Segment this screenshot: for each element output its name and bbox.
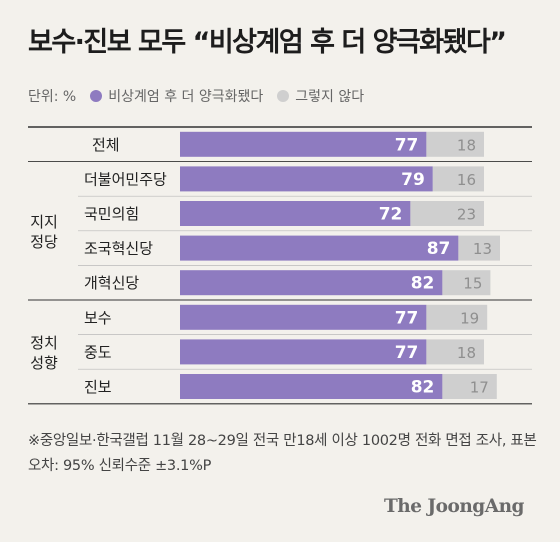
footnote: ※중앙일보·한국갤럽 11월 28~29일 전국 만18세 이상 1002명 전…	[28, 433, 537, 474]
legend-swatch-a	[90, 90, 103, 102]
value-label-not: 13	[473, 240, 492, 258]
bar-segment-not	[426, 304, 488, 330]
bar-segment-polarized	[180, 201, 411, 226]
legend-label-b: 그렇지 않다	[295, 89, 365, 105]
bar-segment-not	[410, 201, 484, 226]
category-label: 조국혁신당	[84, 240, 153, 258]
bar-segment-polarized	[180, 166, 433, 192]
group-label-0-0: 지지	[30, 213, 58, 231]
value-label-not: 19	[460, 309, 479, 327]
brand-logo: The JoongAng	[384, 496, 525, 517]
value-label-polarized: 77	[395, 135, 419, 155]
value-label-polarized: 79	[401, 170, 425, 190]
bar-segment-polarized	[180, 374, 443, 399]
legend: 단위: % 비상계엄 후 더 양극화됐다 그렇지 않다	[28, 86, 364, 106]
legend-label-a: 비상계엄 후 더 양극화됐다	[108, 89, 264, 105]
bar-segment-not	[432, 166, 484, 192]
value-label-not: 18	[457, 136, 476, 154]
value-label-not: 17	[470, 379, 489, 397]
category-label: 개혁신당	[84, 274, 139, 292]
value-label-polarized: 82	[411, 274, 435, 294]
category-label: 더불어민주당	[84, 170, 167, 188]
category-label: 국민의힘	[84, 205, 139, 223]
category-label: 보수	[84, 309, 112, 327]
value-label-polarized: 87	[427, 239, 451, 259]
chart-title: 보수·진보 모두 “비상계엄 후 더 양극화됐다”	[28, 27, 507, 58]
value-label-not: 23	[457, 206, 476, 224]
bar-segment-polarized	[180, 339, 427, 365]
bar-segment-polarized	[180, 235, 459, 261]
value-label-polarized: 82	[411, 378, 435, 398]
bar-segment-polarized	[180, 304, 427, 330]
bar-segment-not	[442, 270, 491, 296]
value-label-polarized: 77	[395, 343, 419, 363]
value-label-polarized: 72	[379, 205, 403, 225]
group-label-0-1: 정당	[30, 233, 58, 251]
unit-label: 단위: %	[28, 89, 77, 105]
bar-segment-polarized	[180, 131, 427, 157]
value-label-polarized: 77	[395, 308, 419, 328]
legend-swatch-b	[277, 90, 290, 102]
bar-segment-not	[442, 374, 497, 399]
category-label: 전체	[92, 136, 120, 154]
value-label-not: 15	[463, 275, 482, 293]
value-label-not: 16	[457, 171, 476, 189]
bar-segment-not	[458, 235, 500, 261]
bar-segment-not	[426, 339, 484, 365]
value-label-not: 18	[457, 344, 476, 362]
category-label: 중도	[84, 343, 112, 361]
bar-segment-polarized	[180, 270, 443, 296]
bar-segment-not	[426, 131, 484, 157]
category-label: 진보	[84, 378, 112, 396]
group-label-1-0: 정치	[30, 334, 58, 352]
group-label-1-1: 성향	[30, 354, 58, 372]
